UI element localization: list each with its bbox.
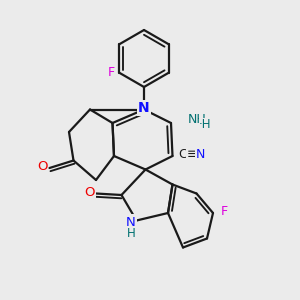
Text: F: F <box>221 205 228 218</box>
Text: N: N <box>195 148 205 161</box>
Text: C: C <box>178 148 187 161</box>
Text: ≡: ≡ <box>186 148 197 161</box>
Text: O: O <box>84 185 95 199</box>
Text: H: H <box>127 226 136 240</box>
Text: ·H: ·H <box>199 118 211 131</box>
Text: NH: NH <box>188 113 206 126</box>
Text: N: N <box>138 101 150 115</box>
Text: N: N <box>126 215 136 229</box>
Text: F: F <box>107 66 115 79</box>
Text: O: O <box>37 160 47 173</box>
